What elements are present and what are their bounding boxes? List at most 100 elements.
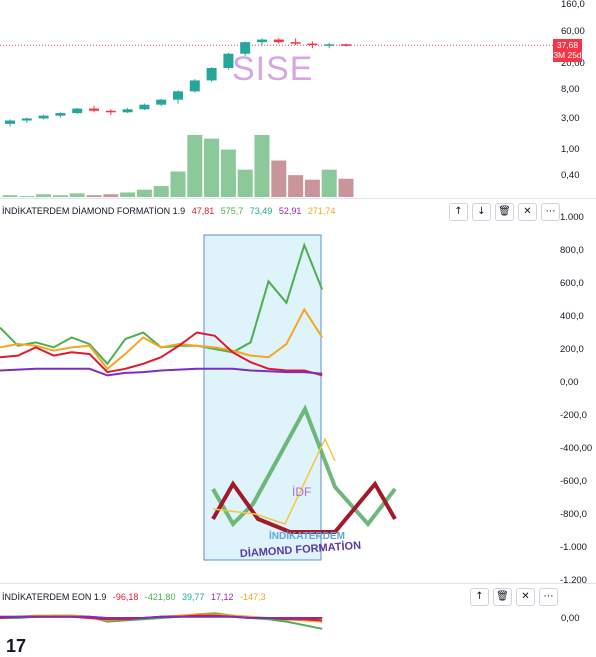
volume-bar [36,194,52,197]
price-axis-tick: 8,00 [561,84,580,95]
diamond-highlight-box [203,234,322,561]
indicator1-value-3: 52,91 [278,206,302,216]
volume-bar [69,193,85,197]
candle-body [341,44,351,46]
candle-body [21,118,32,121]
indicator1-axis-tick: -1.200 [560,575,587,583]
arrow-up-icon[interactable]: ↑ [470,588,489,606]
tradingview-logo-icon[interactable]: 17 [6,636,27,656]
price-axis-tick: 160,0 [561,0,585,10]
trash-icon[interactable]: 🗑 [493,588,512,606]
indicator2-value-0: -96,18 [112,592,139,602]
emblem-brand-text: İNDİKATERDEM [269,529,345,542]
arrow-up-icon[interactable]: ↑ [449,203,468,221]
candle-body [290,42,301,44]
volume-bar [237,169,253,197]
indicator1-value-2: 73,49 [249,206,273,216]
volume-bar [220,149,236,197]
indicator1-axis-tick: 800,0 [560,245,584,256]
volume-bar [204,138,220,197]
indicator2-series-line [0,615,323,619]
candle-body [139,104,150,110]
last-price-tag: 37,68 3M 25d [553,39,582,62]
symbol-watermark: SISE [232,50,314,88]
indicator1-axis-tick: 0,00 [560,377,579,388]
indicator1-value-0: 47,81 [191,206,215,216]
more-icon[interactable]: ⋯ [539,588,558,606]
emblem-yellow-line [212,437,336,525]
candle-body [156,99,167,105]
more-icon[interactable]: ⋯ [541,203,560,221]
indicator1-series-line [0,307,324,371]
indicator1-axis-tick: 600,0 [560,278,584,289]
candle-body [55,113,66,116]
candle-body [38,115,49,119]
indicator1-axis-tick: -600,0 [560,476,587,487]
volume-bar [338,178,354,197]
price-axis-tick: 60,00 [561,26,585,37]
indicator1-series-line [0,331,323,377]
volume-bar [170,171,186,197]
volume-bar [288,175,304,197]
candle-body [257,39,267,43]
indicator1-title[interactable]: İNDİKATERDEM DİAMOND FORMATİON 1.9 [2,206,186,216]
candle-body [324,44,335,46]
candle-body [240,42,251,54]
emblem-red-line [211,480,397,534]
price-axis-tick: 3,00 [561,113,580,124]
collapse-icon[interactable]: ✕ [518,203,537,221]
trash-icon[interactable]: 🗑 [495,203,514,221]
bar-countdown: 3M 25d [553,50,582,60]
indicator1-axis-tick: -400,00 [560,443,592,454]
indicator1-axis-tick: -800,0 [560,509,587,520]
indicator1-value-4: 271,74 [307,206,336,216]
volume-bar [136,189,152,197]
candle-body [223,53,234,68]
candle-body [189,80,200,92]
indicator2-value-2: 39,77 [181,592,205,602]
candle-body [173,91,183,100]
volume-bar [321,169,337,197]
price-axis-tick: 0,40 [561,170,580,181]
volume-bar [103,194,119,197]
collapse-icon[interactable]: ✕ [516,588,535,606]
candle-body [122,109,133,113]
indicator2-value-1: -421,80 [144,592,176,602]
emblem-green-line [211,404,397,528]
emblem-idf-text: İDF [292,485,311,499]
volume-bar [153,186,169,197]
volume-bar [120,192,136,197]
pane-separator[interactable] [0,198,596,199]
candle-body [5,120,15,124]
candle-body [72,108,83,114]
volume-bar [254,135,270,197]
indicator2-value-3: 17,12 [211,592,234,602]
indicator1-pane[interactable]: 1.000 800,0 600,0 400,0 200,0 0,00 -200,0 -400,… [0,199,596,583]
volume-bar [187,135,203,197]
candle-body [307,43,318,46]
price-axis-tick: 1,00 [561,144,580,155]
indicator1-value-1: 575,7 [220,206,244,216]
volume-bar [86,195,102,197]
indicator2-chart[interactable]: 0,00 [0,584,596,652]
arrow-down-icon[interactable]: ↓ [472,203,491,221]
indicator2-legend[interactable]: İNDİKATERDEM EON 1.9 -96,18 -421,80 39,7… [2,592,270,602]
indicator1-legend[interactable]: İNDİKATERDEM DİAMOND FORMATİON 1.9 47,81… [2,206,339,216]
candle-body [206,67,217,81]
indicator2-pane[interactable]: 0,00 [0,584,596,652]
indicator1-chart[interactable]: 1.000 800,0 600,0 400,0 200,0 0,00 -200,0 -400,… [0,199,596,583]
indicator2-toolbar: ↑ 🗑 ✕ ⋯ [470,588,558,606]
volume-bar [304,179,320,197]
candle-body [273,39,284,43]
indicator2-title[interactable]: İNDİKATERDEM EON 1.9 [2,592,107,602]
price-axis-tick: 20,00 [561,58,585,69]
volume-bar [19,196,35,197]
pane-separator-2[interactable] [0,583,596,584]
indicator1-axis-tick: 1.000 [560,212,584,223]
price-chart[interactable]: 160,0 60,00 20,00 8,00 3,00 1,00 0,40 [0,0,596,198]
volume-bar [52,195,68,197]
indicator1-axis-tick: 400,0 [560,311,584,322]
price-pane[interactable]: 160,0 60,00 20,00 8,00 3,00 1,00 0,40 [0,0,596,198]
indicator2-axis-tick: 0,00 [561,613,580,624]
candle-body [105,110,116,113]
